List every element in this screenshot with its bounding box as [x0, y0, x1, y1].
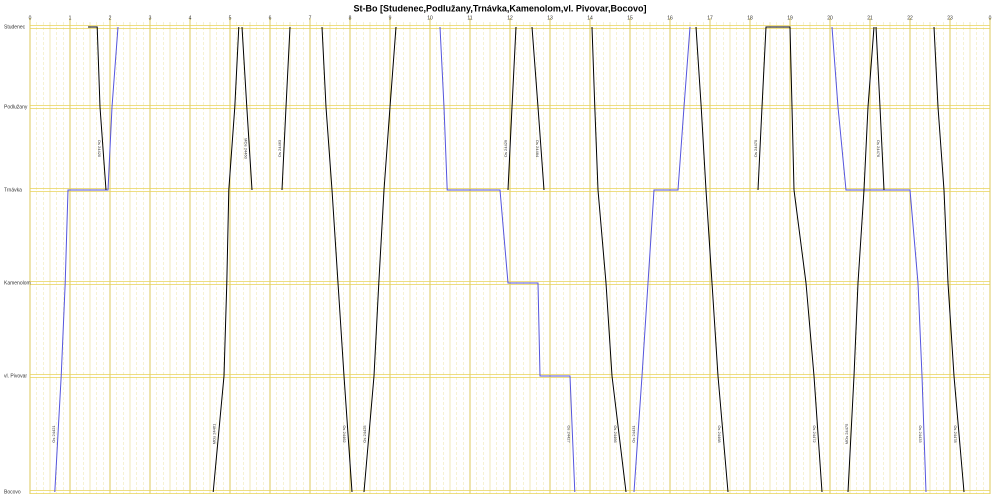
train-label: Os 24476	[876, 140, 881, 158]
hour-label: 0	[29, 15, 32, 21]
hour-label: 17	[707, 15, 713, 21]
hour-label: 10	[427, 15, 433, 21]
train-path	[793, 189, 823, 493]
train-path	[281, 26, 291, 191]
train-path	[847, 26, 875, 493]
train-label: Os 24429	[503, 139, 508, 157]
train-path	[439, 26, 576, 493]
hour-label: 2	[109, 15, 112, 21]
station-label: Podlužany	[4, 104, 28, 110]
station-label: Studenec	[4, 24, 26, 30]
train-path	[363, 26, 397, 493]
hour-label: 5	[229, 15, 232, 21]
station-label: Kamenolom	[4, 280, 31, 286]
hour-label: 11	[467, 15, 472, 21]
train-label: MOs 24461	[212, 423, 217, 444]
hour-label: 4	[189, 15, 192, 21]
train-label: MOs 24475	[844, 423, 849, 444]
train-label: Os 24433	[918, 425, 923, 443]
hour-label: 15	[627, 15, 633, 21]
train-path	[831, 26, 927, 493]
train-path	[531, 26, 545, 191]
station-label: vl. Pivovar	[4, 373, 27, 379]
train-label: Os 24431	[631, 425, 636, 443]
hour-label: 20	[827, 15, 833, 21]
train-label: Os 24466	[613, 425, 618, 443]
hour-label: 14	[587, 15, 593, 21]
hour-label: 0	[989, 15, 992, 21]
train-label: Os 24420	[97, 140, 102, 158]
train-label: Os 24462	[342, 425, 347, 443]
train-label: Os 24464	[535, 140, 540, 158]
hour-label: 21	[867, 15, 873, 21]
hour-label: 12	[507, 15, 513, 21]
train-path	[507, 26, 517, 191]
hour-label: 23	[947, 15, 953, 21]
train-path	[88, 26, 107, 191]
chart-title: St-Bo [Studenec,Podlužany,Trnávka,Kameno…	[354, 3, 647, 13]
train-label: Os 24470	[753, 139, 758, 157]
hour-label: 7	[309, 15, 312, 21]
train-label: Os 24472	[812, 425, 817, 443]
train-label: MOs 24460	[243, 138, 248, 159]
station-label: Trnávka	[4, 187, 22, 193]
hour-label: 6	[269, 15, 272, 21]
train-label: Os 24468	[717, 425, 722, 443]
train-path	[321, 26, 353, 493]
train-path	[54, 26, 119, 493]
hour-label: 3	[149, 15, 152, 21]
train-path	[241, 26, 253, 191]
train-label: Os 24421	[51, 425, 56, 443]
hour-label: 8	[349, 15, 352, 21]
station-label: Bocovo	[4, 489, 21, 495]
train-path	[212, 26, 240, 493]
hour-label: 22	[907, 15, 913, 21]
hour-label: 1	[69, 15, 72, 21]
hour-label: 9	[389, 15, 392, 21]
hour-label: 16	[667, 15, 673, 21]
hour-label: 18	[747, 15, 753, 21]
train-path	[633, 26, 691, 493]
train-label: Os 24425	[362, 425, 367, 443]
train-path	[757, 26, 795, 191]
train-label: Os 24427	[566, 425, 571, 443]
train-path	[933, 26, 965, 493]
train-label: Os 24478	[953, 425, 958, 443]
train-path	[875, 26, 885, 191]
hour-label: 13	[547, 15, 553, 21]
train-path	[591, 26, 627, 493]
train-path	[695, 26, 729, 493]
hour-label: 19	[787, 15, 793, 21]
train-label: Os 24463	[277, 139, 282, 157]
